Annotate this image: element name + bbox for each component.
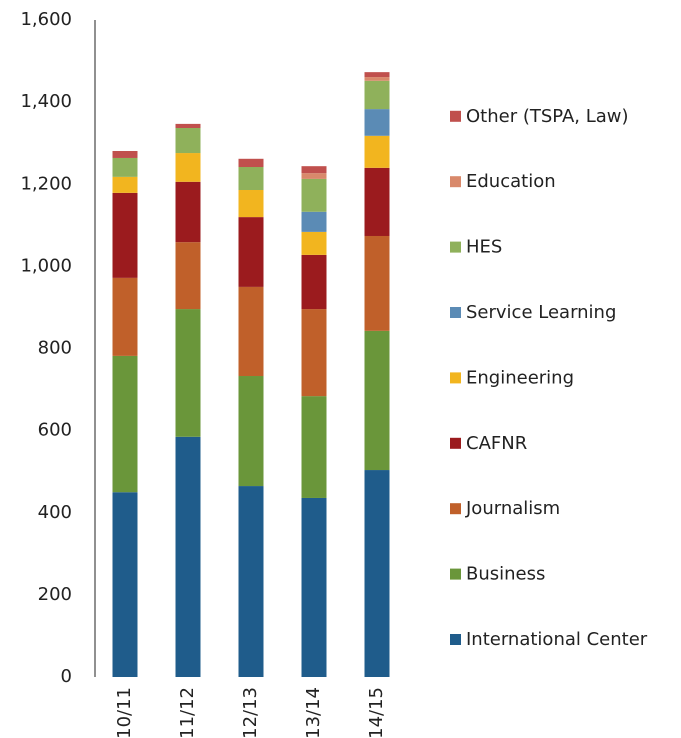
bar-segment — [112, 192, 138, 278]
bar-segment — [238, 158, 264, 168]
bar-segment — [175, 309, 201, 437]
legend-swatch — [450, 568, 461, 580]
x-tick-label: 14/15 — [366, 687, 387, 738]
legend-label: Engineering — [466, 367, 574, 388]
legend-label: Business — [466, 564, 545, 585]
legend-swatch — [450, 110, 461, 122]
legend-label: CAFNR — [466, 433, 527, 454]
legend-swatch — [450, 241, 461, 253]
bar-segment — [112, 492, 138, 677]
bar-segment — [301, 231, 327, 255]
y-tick-label: 600 — [38, 420, 72, 441]
y-tick-label: 1,600 — [20, 9, 72, 30]
bar-segment — [238, 286, 264, 377]
x-tick-label: 12/13 — [240, 687, 261, 738]
bar-segment — [175, 181, 201, 243]
bar-segment — [238, 167, 264, 190]
bar-segment — [175, 436, 201, 677]
bar-segment — [364, 109, 390, 136]
bar-segment — [175, 123, 201, 128]
bar-segment — [364, 167, 390, 236]
legend-swatch — [450, 372, 461, 384]
bar-segment — [301, 173, 327, 179]
bar-segment — [175, 242, 201, 310]
y-tick-label: 200 — [38, 584, 72, 605]
bar-segment — [364, 77, 390, 81]
y-tick-label: 0 — [61, 666, 72, 687]
bar-segment — [364, 470, 390, 677]
bar-segment — [364, 72, 390, 78]
y-tick-label: 1,400 — [20, 91, 72, 112]
bar-segment — [301, 396, 327, 498]
legend-label: Education — [466, 171, 556, 192]
x-tick-label: 13/14 — [303, 687, 324, 738]
bar-segment — [175, 153, 201, 182]
bar-segment — [301, 211, 327, 232]
bar-segment — [112, 277, 138, 356]
bar-segment — [238, 189, 264, 218]
y-tick-label: 1,200 — [20, 173, 72, 194]
y-tick-label: 800 — [38, 338, 72, 359]
legend-swatch — [450, 437, 461, 449]
bar-segment — [301, 254, 327, 310]
legend-swatch — [450, 176, 461, 188]
legend-label: Journalism — [465, 498, 560, 519]
bar-segment — [301, 166, 327, 174]
x-tick-label: 10/11 — [114, 687, 135, 738]
legend-label: Other (TSPA, Law) — [466, 106, 629, 127]
bar-segment — [301, 178, 327, 212]
legend-label: HES — [466, 237, 502, 258]
bar-segment — [364, 235, 390, 331]
bar-segment — [301, 497, 327, 677]
bar-segment — [112, 157, 138, 177]
bar-segment — [364, 80, 390, 110]
bar-segment — [364, 330, 390, 471]
y-tick-label: 400 — [38, 502, 72, 523]
bar-segment — [175, 127, 201, 154]
legend-label: Service Learning — [466, 302, 616, 323]
legend-swatch — [450, 634, 461, 645]
bar-segment — [112, 355, 138, 493]
legend-swatch — [450, 307, 461, 318]
bar-segment — [238, 217, 264, 287]
bar-segment — [112, 150, 138, 158]
bar-segment — [364, 135, 390, 168]
bar-segment — [238, 376, 264, 487]
y-tick-label: 1,000 — [20, 255, 72, 276]
bar-segment — [301, 309, 327, 397]
legend-swatch — [450, 503, 461, 515]
bar-segment — [238, 486, 264, 677]
legend-label: International Center — [466, 629, 648, 650]
bar-segment — [112, 176, 138, 193]
x-tick-label: 11/12 — [177, 687, 198, 738]
